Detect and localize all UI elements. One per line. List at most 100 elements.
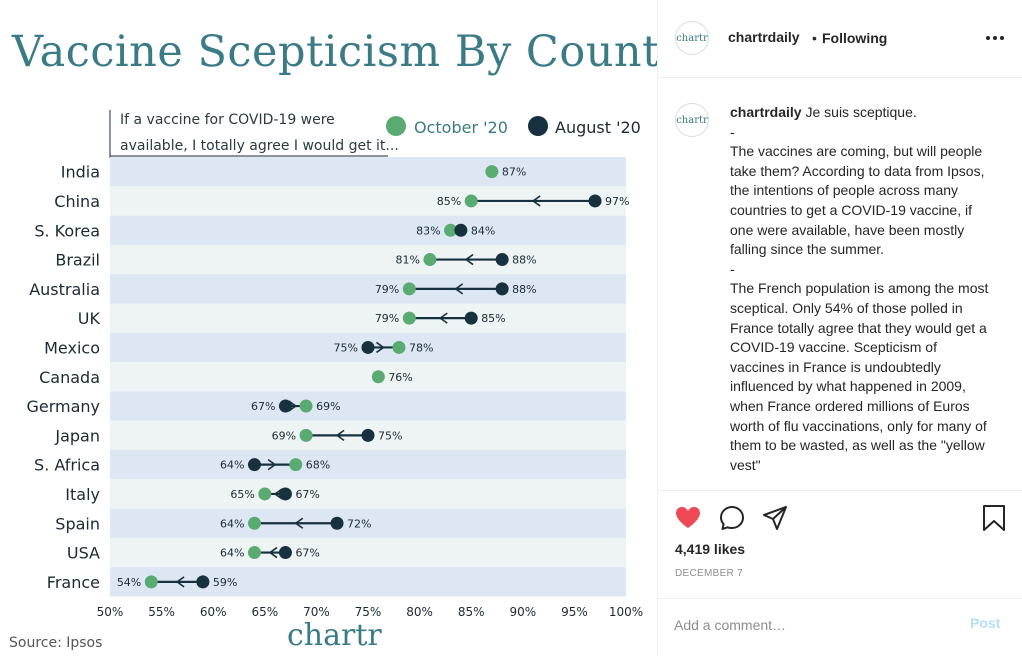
- caption-line: -: [730, 260, 735, 277]
- country-label: Germany: [26, 397, 100, 416]
- x-tick-label: 85%: [458, 605, 485, 619]
- country-label: Mexico: [44, 338, 100, 357]
- value-label: 87%: [502, 166, 526, 179]
- value-label: 75%: [378, 429, 402, 442]
- legend-october-label: October '20: [414, 118, 508, 137]
- point-august: [464, 311, 478, 325]
- username-link[interactable]: chartrdaily: [728, 29, 800, 45]
- row-band: [110, 508, 626, 538]
- row-band: [110, 303, 626, 333]
- x-tick-label: 50%: [97, 605, 124, 619]
- x-tick-label: 80%: [406, 605, 433, 619]
- value-label: 79%: [375, 283, 399, 296]
- point-october: [299, 428, 313, 442]
- x-tick-label: 100%: [609, 605, 643, 619]
- country-label: Japan: [54, 426, 100, 445]
- caption-first-line: Je suis sceptique.: [805, 104, 917, 120]
- heart-icon[interactable]: [674, 504, 702, 532]
- legend-october-marker: [386, 116, 406, 136]
- caption-text: chartrdaily Je suis sceptique. - The vac…: [730, 103, 992, 475]
- post-comment-button[interactable]: Post: [970, 615, 1001, 631]
- country-label: S. Korea: [34, 221, 100, 240]
- share-icon[interactable]: [761, 504, 789, 532]
- point-october: [444, 223, 458, 237]
- value-label: 64%: [220, 517, 244, 530]
- point-october: [299, 399, 313, 413]
- change-arrow: [454, 283, 464, 295]
- caption-area[interactable]: chartr chartrdaily Je suis sceptique. - …: [658, 79, 1022, 491]
- point-august: [588, 194, 602, 208]
- change-arrow: [438, 312, 448, 324]
- change-arrow: [335, 429, 345, 442]
- post-header: chartr chartrdaily • Following: [658, 0, 1022, 78]
- country-label: China: [54, 192, 100, 211]
- value-label: 79%: [375, 312, 399, 325]
- chart-source: Source: Ipsos: [9, 635, 102, 651]
- country-label: Canada: [39, 368, 100, 387]
- row-band: [110, 479, 626, 509]
- comment-icon[interactable]: [718, 504, 746, 532]
- point-august: [454, 223, 468, 237]
- x-tick-label: 55%: [148, 605, 175, 619]
- row-band: [110, 537, 626, 568]
- point-august: [278, 399, 292, 413]
- change-arrow: [531, 195, 541, 207]
- caption-avatar[interactable]: chartr: [675, 103, 709, 137]
- x-tick-label: 90%: [509, 605, 536, 619]
- vaccine-chart: Vaccine Scepticism By Country If a vacci…: [9, 27, 657, 653]
- more-options-icon[interactable]: [986, 30, 1006, 46]
- point-october: [402, 282, 416, 296]
- action-bar: [658, 492, 1022, 548]
- row-band: [110, 157, 626, 187]
- point-october: [402, 311, 416, 325]
- point-october: [392, 340, 406, 354]
- point-october: [247, 516, 261, 530]
- value-label: 78%: [409, 341, 433, 354]
- point-august: [278, 487, 292, 501]
- value-label: 64%: [220, 547, 244, 560]
- point-october: [247, 546, 261, 560]
- row-band: [110, 215, 626, 245]
- point-august: [361, 428, 375, 442]
- x-tick-label: 75%: [355, 605, 382, 619]
- bookmark-icon[interactable]: [980, 504, 1008, 532]
- value-label: 85%: [437, 195, 461, 208]
- point-october: [464, 194, 478, 208]
- point-october: [423, 253, 437, 267]
- legend-august-label: August '20: [555, 118, 641, 137]
- point-august: [330, 516, 344, 530]
- country-label: France: [47, 573, 100, 592]
- value-label: 69%: [316, 400, 340, 413]
- chart-subtitle-line-1: If a vaccine for COVID-19 were: [120, 112, 335, 128]
- avatar[interactable]: chartr: [675, 21, 709, 55]
- value-label: 75%: [334, 341, 358, 354]
- comment-input[interactable]: [674, 613, 954, 637]
- value-label: 84%: [471, 224, 495, 237]
- likes-count[interactable]: 4,419 likes: [675, 541, 746, 557]
- value-label: 76%: [388, 371, 412, 384]
- change-arrow: [267, 458, 277, 471]
- point-august: [495, 253, 509, 267]
- point-august: [196, 575, 210, 589]
- post-date[interactable]: DECEMBER 7: [675, 568, 744, 579]
- country-label: UK: [78, 309, 101, 328]
- value-label: 97%: [605, 195, 629, 208]
- point-october: [485, 165, 499, 179]
- change-arrow: [273, 488, 283, 500]
- value-label: 83%: [416, 224, 440, 237]
- value-label: 88%: [512, 283, 536, 296]
- country-label: S. Africa: [34, 456, 100, 475]
- value-label: 88%: [512, 254, 536, 267]
- caption-line: -: [730, 123, 735, 140]
- row-band: [110, 450, 626, 480]
- row-band: [110, 274, 626, 304]
- caption-username[interactable]: chartrdaily: [730, 104, 802, 120]
- caption-line: The vaccines are coming, but will people…: [730, 143, 985, 258]
- x-tick-label: 95%: [561, 605, 588, 619]
- x-tick-label: 70%: [303, 605, 330, 619]
- country-label: India: [61, 163, 100, 182]
- following-button[interactable]: Following: [822, 30, 888, 46]
- country-label: USA: [67, 544, 100, 563]
- post-image: Vaccine Scepticism By Country If a vacci…: [9, 0, 658, 656]
- point-october: [371, 370, 385, 384]
